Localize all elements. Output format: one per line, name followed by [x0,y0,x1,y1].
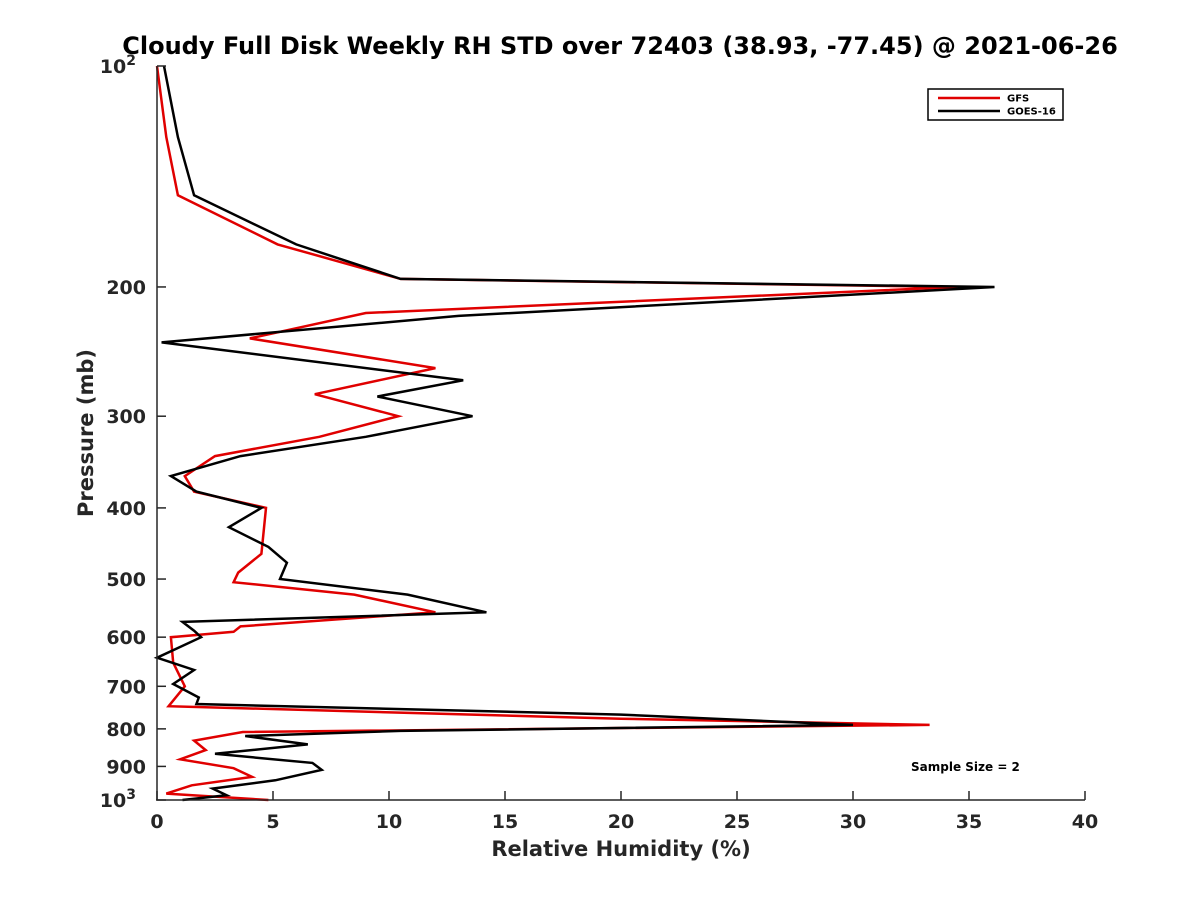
y-tick-label: 103 [100,787,136,812]
x-tick-label: 20 [608,811,634,833]
chart-title: Cloudy Full Disk Weekly RH STD over 7240… [122,32,1118,60]
y-axis-label: Pressure (mb) [74,349,98,517]
x-tick-label: 35 [956,811,982,833]
x-tick-label: 10 [376,811,402,833]
y-tick-label: 300 [106,406,146,428]
x-tick-label: 25 [724,811,750,833]
y-tick-label: 200 [106,277,146,299]
x-tick-label: 5 [266,811,279,833]
y-tick-label: 900 [106,756,146,778]
legend-label-gfs: GFS [1007,94,1029,105]
y-tick-label: 800 [106,719,146,741]
x-axis-label: Relative Humidity (%) [491,837,750,861]
x-tick-label: 0 [150,811,163,833]
legend-box [927,88,1064,121]
y-ticks: 102 200 300 400 500 600 700 800 900 103 [100,53,166,812]
x-tick-label: 30 [840,811,866,833]
x-tick-label: 15 [492,811,518,833]
plot-lines [153,65,995,802]
y-tick-label: 500 [106,569,146,591]
legend-label-goes16: GOES-16 [1007,107,1056,118]
plot-frame [157,66,1085,800]
series-line-gfs [155,65,958,802]
x-ticks: 0 5 10 15 20 25 30 35 40 [150,791,1098,833]
sample-size-annotation: Sample Size = 2 [911,760,1020,774]
y-tick-label: 700 [106,676,146,698]
y-tick-label: 600 [106,627,146,649]
y-tick-label: 400 [106,498,146,520]
series-line-goes16 [153,65,995,802]
y-tick-label: 102 [100,53,136,78]
legend: GFS GOES-16 [927,88,1064,121]
x-tick-label: 40 [1072,811,1098,833]
